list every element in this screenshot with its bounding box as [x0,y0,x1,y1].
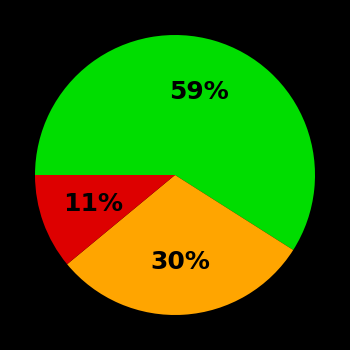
Text: 11%: 11% [63,193,123,216]
Wedge shape [67,175,293,315]
Text: 30%: 30% [150,250,210,274]
Text: 59%: 59% [169,80,229,104]
Wedge shape [35,175,175,264]
Wedge shape [35,35,315,250]
